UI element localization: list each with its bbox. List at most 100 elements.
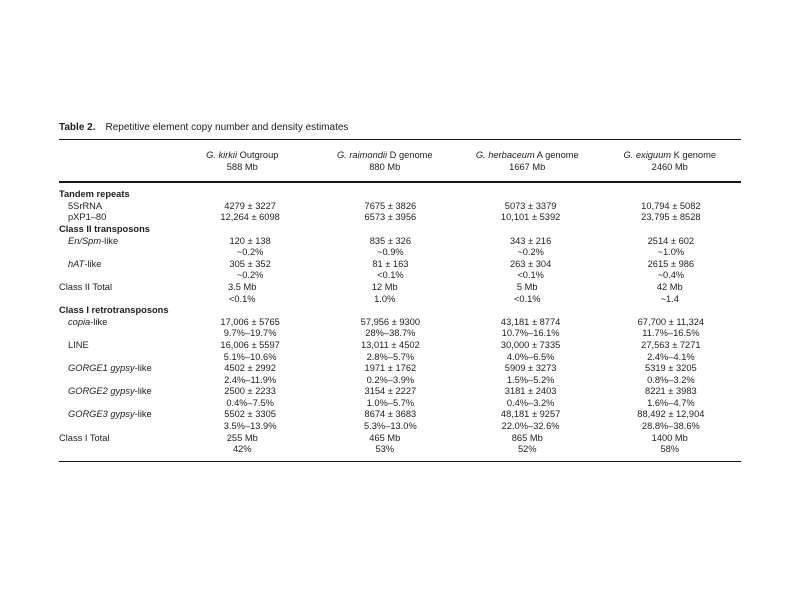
value-cell: 5909 ± 3273 1.5%–5.2% bbox=[461, 363, 601, 386]
value-cell: 2500 ± 2233 0.4%–7.5% bbox=[180, 386, 320, 409]
row-label: Class II Total bbox=[59, 281, 113, 292]
value-cell: 12,264 ± 6098 bbox=[180, 212, 320, 224]
genome-name: G. herbaceum A genome bbox=[475, 150, 579, 160]
value-line: 3.5%–13.9% bbox=[223, 421, 277, 432]
genome-size: 880 Mb bbox=[369, 161, 401, 172]
section-header-row: Tandem repeats bbox=[59, 189, 741, 201]
table-row: 5SrRNA 4279 ± 3227 7675 ± 3826 5073 ± 3379 1… bbox=[59, 201, 741, 213]
value-cell: 465 Mb 53% bbox=[314, 433, 457, 456]
value-cell: 30,000 ± 7335 4.0%–6.5% bbox=[461, 340, 601, 363]
value-line: ~0.2% bbox=[236, 270, 264, 281]
value-line: 81 ± 163 bbox=[372, 258, 409, 269]
table-row: pXP1–80 12,264 ± 6098 6573 ± 3956 10,101 ± … bbox=[59, 212, 741, 224]
genome-size: 1667 Mb bbox=[509, 161, 546, 172]
value-line: 5.1%–10.6% bbox=[223, 351, 277, 362]
value-line: 2514 ± 602 bbox=[647, 235, 695, 246]
value-line: 1.0%–5.7% bbox=[366, 397, 415, 408]
value-cell: 7675 ± 3826 bbox=[320, 201, 460, 213]
value-line: 12,264 ± 6098 bbox=[220, 212, 280, 223]
value-cell: 48,181 ± 9257 22.0%–32.6% bbox=[461, 409, 601, 432]
table-2: Table 2. Repetitive element copy number a… bbox=[59, 122, 741, 462]
genome-column-header: G. herbaceum A genome 1667 Mb bbox=[456, 150, 599, 173]
value-line: 0.4%–3.2% bbox=[506, 397, 555, 408]
value-line: 1400 Mb bbox=[651, 432, 688, 443]
value-line: ~1.4 bbox=[660, 293, 679, 304]
value-line: 5502 ± 3305 bbox=[224, 409, 276, 420]
value-cell: 5 Mb <0.1% bbox=[456, 282, 599, 305]
table-header-row: G. kirkii Outgroup 588 Mb G. raimondii D g… bbox=[59, 140, 741, 184]
table-caption: Repetitive element copy number and densi… bbox=[105, 122, 349, 133]
value-line: 1.0% bbox=[374, 293, 396, 304]
value-line: 5319 ± 3205 bbox=[645, 363, 697, 374]
value-line: 465 Mb bbox=[369, 432, 401, 443]
table-body: Tandem repeats 5SrRNA 4279 ± 3227 7675 ± 38… bbox=[59, 183, 741, 462]
value-line: <0.1% bbox=[517, 270, 544, 281]
value-cell: 2514 ± 602 ~1.0% bbox=[601, 236, 741, 259]
table-row: GORGE2 gypsy-like 2500 ± 2233 0.4%–7.5% 315… bbox=[59, 386, 741, 409]
value-line: ~0.4% bbox=[657, 270, 685, 281]
value-line: 57,956 ± 9300 bbox=[360, 316, 421, 327]
value-line: 4.0%–6.5% bbox=[506, 351, 555, 362]
table-row: LINE 16,006 ± 5597 5.1%–10.6% 13,011 ± 4502… bbox=[59, 340, 741, 363]
table-row: hAT-like 305 ± 352 ~0.2% 81 ± 163 <0.1% 263 ±… bbox=[59, 259, 741, 282]
value-cell: 42 Mb ~1.4 bbox=[599, 282, 742, 305]
value-cell: 88,492 ± 12,904 28.8%–38.6% bbox=[601, 409, 741, 432]
table-row: En/Spm-like 120 ± 138 ~0.2% 835 ± 326 ~0.9% 3… bbox=[59, 236, 741, 259]
value-line: ~0.9% bbox=[377, 247, 404, 258]
row-label: Class I Total bbox=[59, 432, 110, 443]
value-line: 67,700 ± 11,324 bbox=[637, 316, 705, 327]
genome-column-header: G. raimondii D genome 880 Mb bbox=[314, 150, 457, 173]
table-title: Table 2. Repetitive element copy number a… bbox=[59, 122, 741, 140]
value-line: 8674 ± 3683 bbox=[364, 409, 417, 420]
row-label: En/Spm-like bbox=[68, 235, 119, 246]
value-line: 835 ± 326 bbox=[369, 235, 412, 246]
table-row: GORGE1 gypsy-like 4502 ± 2992 2.4%–11.9% 19… bbox=[59, 363, 741, 386]
value-line: ~1.0% bbox=[657, 247, 685, 258]
row-label: hAT-like bbox=[68, 258, 102, 269]
section-header-row: Class II transposons bbox=[59, 224, 741, 236]
genome-column-header: G. kirkii Outgroup 588 Mb bbox=[171, 150, 314, 173]
value-cell: 6573 ± 3956 bbox=[320, 212, 460, 224]
value-line: 5073 ± 3379 bbox=[504, 200, 557, 211]
row-label: 5SrRNA bbox=[68, 200, 103, 211]
genome-size: 588 Mb bbox=[226, 161, 258, 172]
value-line: 11.7%–16.5% bbox=[642, 328, 700, 339]
value-cell: 67,700 ± 11,324 11.7%–16.5% bbox=[601, 317, 741, 340]
value-cell: 57,956 ± 9300 28%–38.7% bbox=[320, 317, 460, 340]
value-line: 42 Mb bbox=[656, 281, 683, 292]
value-cell: 5502 ± 3305 3.5%–13.9% bbox=[180, 409, 320, 432]
value-line: 343 ± 216 bbox=[509, 235, 552, 246]
header-spacer bbox=[59, 150, 171, 173]
value-cell: 2615 ± 986 ~0.4% bbox=[601, 259, 741, 282]
value-line: 255 Mb bbox=[226, 432, 258, 443]
row-label: LINE bbox=[68, 339, 89, 350]
value-line: ~0.2% bbox=[517, 247, 544, 258]
row-label: Class I retrotransposons bbox=[59, 305, 169, 316]
value-line: 23,795 ± 8528 bbox=[641, 212, 701, 223]
value-line: 3181 ± 2403 bbox=[504, 386, 557, 397]
value-line: 2.4%–11.9% bbox=[224, 374, 277, 385]
value-cell: 1971 ± 1762 0.2%–3.9% bbox=[320, 363, 460, 386]
genome-size: 2460 Mb bbox=[651, 161, 688, 172]
value-cell: 343 ± 216 ~0.2% bbox=[461, 236, 601, 259]
table-row: GORGE3 gypsy-like 5502 ± 3305 3.5%–13.9% 86… bbox=[59, 409, 741, 432]
value-line: 1.6%–4.7% bbox=[647, 397, 695, 408]
value-cell: 4502 ± 2992 2.4%–11.9% bbox=[180, 363, 320, 386]
row-label: GORGE1 gypsy-like bbox=[68, 363, 152, 374]
value-line: 48,181 ± 9257 bbox=[500, 409, 561, 420]
value-line: <0.1% bbox=[228, 293, 256, 304]
value-cell: 12 Mb 1.0% bbox=[314, 282, 457, 305]
section-header-row: Class I retrotransposons bbox=[59, 305, 741, 317]
value-line: 4502 ± 2992 bbox=[224, 363, 276, 374]
value-cell: 263 ± 304 <0.1% bbox=[461, 259, 601, 282]
value-line: 17,006 ± 5765 bbox=[220, 316, 280, 327]
value-line: 5909 ± 3273 bbox=[504, 363, 557, 374]
value-line: 4279 ± 3227 bbox=[224, 200, 276, 211]
genome-name: G. exiguum K genome bbox=[623, 150, 716, 160]
table-row: copia-like 17,006 ± 5765 9.7%–19.7% 57,956 … bbox=[59, 317, 741, 340]
value-line: 1971 ± 1762 bbox=[364, 363, 417, 374]
value-cell: 305 ± 352 ~0.2% bbox=[180, 259, 320, 282]
value-cell: 255 Mb 42% bbox=[171, 433, 314, 456]
value-line: 10.7%–16.1% bbox=[501, 328, 560, 339]
genome-name: G. kirkii Outgroup bbox=[206, 150, 279, 160]
